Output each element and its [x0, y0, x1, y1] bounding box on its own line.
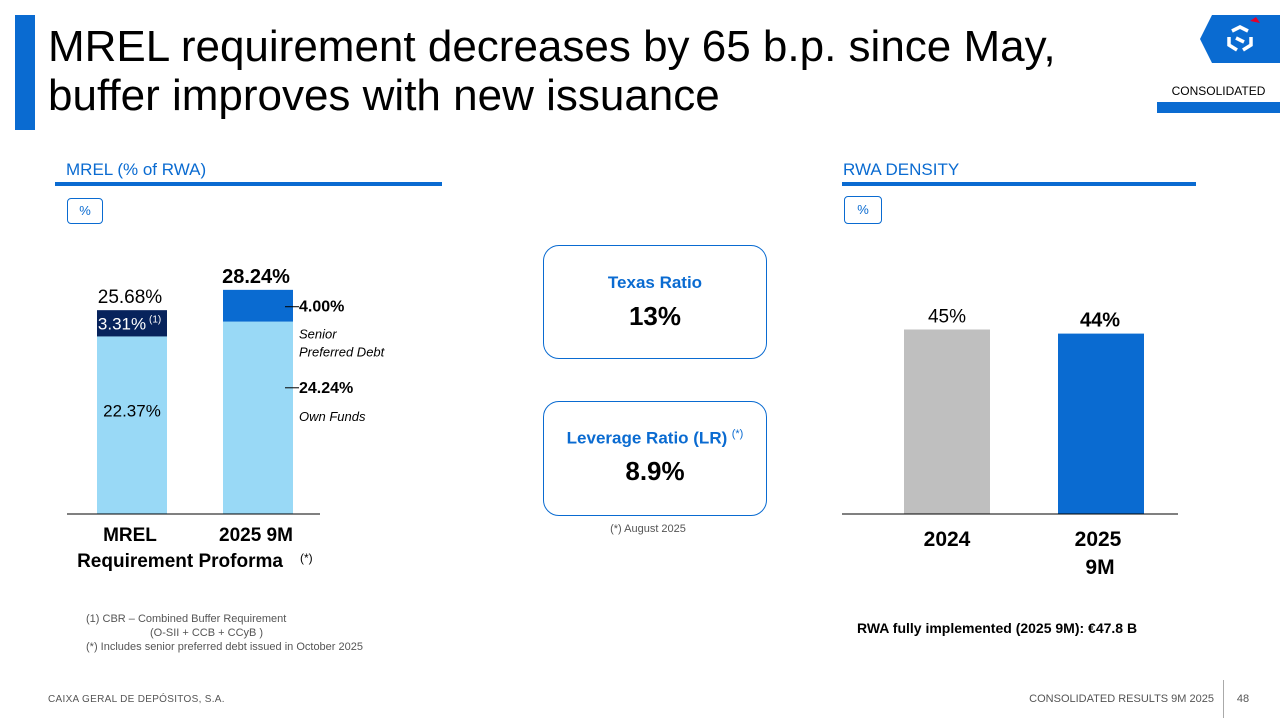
mrel-category-2-label: 2025 9M [219, 525, 293, 546]
mrel-bar-9m-top [223, 289, 293, 322]
senior-preferred-annotation-line-1: Senior [299, 327, 337, 342]
mrel-9m-top-label: 4.00% [299, 299, 344, 316]
rwa-category-2025-line-1: 2025 [1075, 528, 1122, 551]
page-title-line-2: buffer improves with new issuance [48, 71, 720, 120]
rwa-section-divider [842, 182, 1196, 186]
mrel-requirement-base-label: 22.37% [103, 401, 161, 420]
rwa-2024-value-label: 45% [928, 307, 966, 328]
rwa-fully-implemented-note: RWA fully implemented (2025 9M): €47.8 B [857, 620, 1138, 636]
mrel-bar-requirement-cbr [97, 310, 167, 337]
mrel-9m-base-label: 24.24% [299, 380, 353, 397]
rwa-bar-2025-9m [1058, 333, 1144, 514]
consolidated-badge: CONSOLIDATED [1171, 84, 1266, 98]
mrel-category-1-line-1: MREL [103, 525, 157, 546]
leverage-ratio-card: Leverage Ratio (LR) (*) 8.9% [543, 401, 767, 516]
footer-company: CAIXA GERAL DE DEPÓSITOS, S.A. [48, 694, 225, 705]
mrel-cbr-footnote-marker: (1) [149, 314, 161, 325]
footnote-cbr-detail: (O-SII + CCB + CCyB ) [150, 627, 264, 639]
own-funds-annotation: Own Funds [299, 409, 366, 424]
mrel-category-1-line-2: Requirement Proforma [77, 551, 283, 572]
leverage-ratio-marker: (*) [731, 428, 744, 440]
texas-ratio-label: Texas Ratio [607, 273, 703, 292]
footnote-cbr: (1) CBR – Combined Buffer Requirement [86, 613, 287, 625]
texas-ratio-value: 13% [628, 301, 682, 331]
mrel-bar-requirement-base [97, 336, 167, 514]
mrel-bar-9m-base [223, 321, 293, 514]
footnote-senior-preferred: (*) Includes senior preferred debt issue… [86, 641, 363, 653]
mrel-requirement-total-label: 25.68% [98, 287, 163, 308]
rwa-category-2024: 2024 [924, 528, 971, 551]
texas-ratio-card: Texas Ratio 13% [543, 245, 767, 359]
leverage-ratio-value: 8.9% [625, 456, 685, 487]
senior-preferred-annotation-line-2: Preferred Debt [299, 345, 386, 360]
mrel-9m-total-label: 28.24% [222, 266, 290, 288]
footer-report: CONSOLIDATED RESULTS 9M 2025 [1029, 693, 1214, 705]
leverage-ratio-note: (*) August 2025 [610, 523, 686, 535]
rwa-section-title: RWA DENSITY [843, 160, 960, 179]
rwa-2025-value-label: 44% [1080, 310, 1120, 332]
page-title: MREL requirement decreases by 65 b.p. si… [48, 22, 1056, 120]
mrel-category-1-marker: (*) [300, 551, 313, 565]
page-number: 48 [1236, 693, 1250, 705]
mrel-unit-badge: % [67, 198, 103, 224]
mrel-requirement-cbr-label: 3.31% [98, 314, 146, 333]
cgd-logo [1200, 15, 1280, 63]
rwa-unit-badge: % [844, 196, 882, 224]
rwa-bar-2024 [904, 329, 990, 514]
footer-separator [1223, 680, 1224, 718]
leverage-ratio-label: Leverage Ratio (LR) [566, 428, 728, 448]
leverage-ratio-heading: Leverage Ratio (LR) (*) [544, 428, 766, 448]
mrel-section-divider [55, 182, 442, 186]
page-title-line-1: MREL requirement decreases by 65 b.p. si… [48, 22, 1056, 71]
mrel-section-title: MREL (% of RWA) [66, 160, 207, 179]
title-accent-bar [15, 15, 35, 130]
rwa-category-2025-line-2: 9M [1085, 556, 1114, 579]
consolidated-underline [1157, 102, 1280, 113]
